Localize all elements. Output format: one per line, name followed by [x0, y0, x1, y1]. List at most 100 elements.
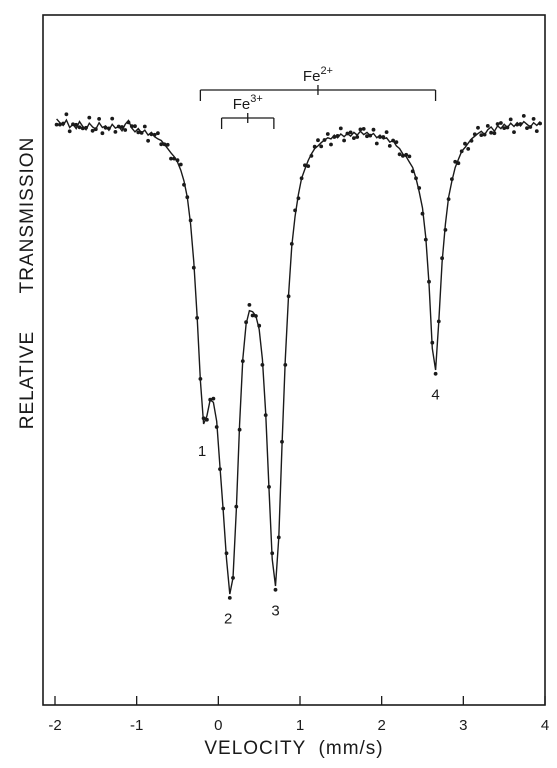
data-point — [397, 152, 402, 157]
data-point — [534, 129, 539, 134]
x-tick-label: 3 — [459, 717, 467, 734]
bracket-3plus: Fe3+ — [220, 93, 275, 129]
data-point — [456, 161, 461, 166]
data-point — [482, 132, 487, 137]
data-point — [319, 144, 324, 149]
data-point — [152, 132, 157, 137]
data-point — [335, 134, 340, 138]
data-point — [505, 125, 510, 130]
data-point — [371, 127, 376, 132]
x-tick-label: 1 — [296, 717, 304, 734]
data-point — [472, 132, 477, 137]
data-point — [538, 121, 542, 126]
data-point — [113, 130, 118, 134]
data-point — [224, 551, 229, 556]
data-point — [355, 135, 360, 139]
data-point — [175, 158, 180, 163]
data-point — [512, 130, 516, 135]
data-point — [280, 439, 284, 444]
data-point — [71, 122, 75, 127]
data-point — [129, 124, 134, 129]
peak-label-1: 1 — [198, 443, 206, 460]
data-point — [182, 182, 186, 187]
data-point — [312, 144, 317, 149]
data-point — [116, 124, 121, 129]
data-point — [208, 397, 213, 402]
peak-labels: 1 2 3 4 — [198, 387, 440, 628]
bracket-label: Fe2+ — [303, 65, 333, 85]
data-point — [440, 256, 444, 261]
data-point — [67, 129, 72, 134]
data-point — [436, 319, 441, 324]
data-point — [489, 130, 493, 135]
data-point — [260, 363, 265, 367]
data-point — [450, 177, 454, 182]
data-point — [162, 142, 167, 147]
data-point — [211, 396, 216, 401]
peak-label-2: 2 — [224, 611, 232, 628]
data-point — [463, 141, 467, 146]
data-point — [250, 313, 255, 318]
data-point — [391, 138, 395, 143]
data-point — [191, 265, 196, 270]
data-point — [133, 124, 137, 129]
data-point — [423, 237, 428, 242]
data-point — [234, 504, 239, 509]
data-point — [453, 159, 458, 164]
data-point — [221, 506, 226, 511]
x-tick-label: 0 — [214, 717, 222, 734]
data-point — [303, 163, 307, 168]
data-point — [178, 162, 183, 167]
data-point — [348, 130, 353, 135]
data-point — [459, 149, 464, 154]
data-point — [227, 596, 232, 600]
data-point — [195, 316, 200, 320]
data-point — [374, 141, 379, 146]
data-point — [218, 467, 222, 471]
data-point — [378, 135, 382, 139]
plot-frame — [42, 14, 546, 706]
data-point — [205, 417, 209, 422]
data-point — [361, 126, 366, 131]
data-point — [325, 132, 330, 136]
data-point — [401, 154, 405, 158]
data-point — [93, 127, 98, 132]
data-point — [257, 323, 262, 328]
data-point — [492, 131, 497, 136]
data-point — [273, 587, 278, 592]
data-point — [254, 314, 258, 318]
data-point — [430, 340, 435, 345]
data-point — [107, 126, 111, 131]
bracket-label: Fe3+ — [233, 93, 263, 113]
data-point — [508, 117, 513, 122]
data-point — [352, 136, 356, 141]
data-point — [146, 138, 151, 143]
data-point — [97, 117, 101, 121]
data-point — [198, 377, 203, 381]
data-point — [103, 125, 108, 130]
data-point — [528, 125, 533, 129]
data-point — [410, 169, 415, 174]
data-point — [479, 133, 484, 138]
data-point — [358, 127, 363, 132]
x-axis-tick-labels: -2 -1 0 1 2 3 4 — [48, 717, 549, 734]
data-point — [485, 124, 490, 128]
data-point — [387, 144, 392, 148]
data-point — [169, 156, 173, 161]
data-point — [293, 208, 297, 213]
data-points — [54, 112, 542, 600]
data-point — [515, 122, 520, 127]
data-point — [365, 134, 369, 139]
data-point — [159, 142, 164, 147]
y-axis-title-relative: RELATIVE — [17, 331, 38, 429]
data-point — [525, 126, 529, 130]
data-point — [123, 128, 128, 132]
data-point — [433, 371, 438, 376]
data-point — [244, 320, 249, 325]
data-point — [368, 133, 373, 138]
data-point — [247, 303, 252, 307]
x-tick-label: -1 — [130, 717, 143, 734]
data-point — [110, 116, 115, 121]
data-point — [188, 218, 193, 223]
data-point — [466, 147, 471, 151]
